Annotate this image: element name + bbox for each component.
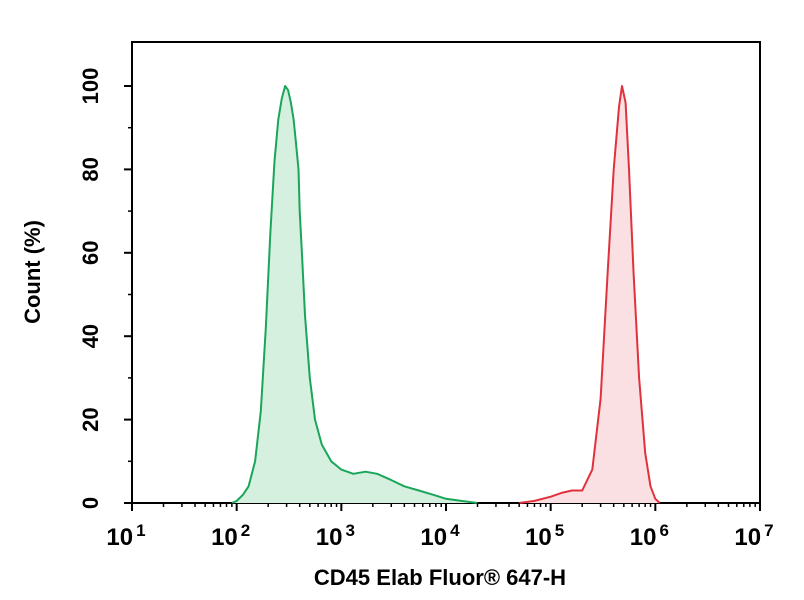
- y-tick-label: 80: [78, 157, 103, 181]
- series-1-line: [231, 85, 478, 504]
- y-axis-ticks: 0 20 40 60 80 100: [78, 68, 132, 509]
- x-tick-label: 10 4: [420, 521, 460, 551]
- x-tick-label: 10 1: [106, 521, 145, 551]
- x-tick-label: 10 5: [525, 521, 564, 551]
- x-tick-label: 10 7: [734, 521, 773, 551]
- plot-frame: [131, 41, 761, 504]
- y-tick-label: 20: [78, 407, 103, 431]
- series-2-line: [519, 85, 661, 504]
- y-tick-label: 40: [78, 324, 103, 348]
- series-layer: [231, 85, 661, 504]
- x-tick-label: 10 2: [211, 521, 250, 551]
- y-tick-label: 100: [78, 68, 103, 105]
- x-tick-label: 10 3: [316, 521, 355, 551]
- x-tick-label: 10 6: [630, 521, 669, 551]
- y-axis-title: Count (%): [20, 220, 45, 324]
- y-tick-label: 0: [78, 497, 103, 509]
- series-1-area: [231, 86, 478, 503]
- x-axis-ticks: 10 1 10 2 10 3 10 4 10 5 10 6 10 7: [106, 503, 774, 551]
- series-2-area: [519, 86, 660, 503]
- y-tick-label: 60: [78, 241, 103, 265]
- x-axis-title: CD45 Elab Fluor® 647-H: [314, 565, 566, 590]
